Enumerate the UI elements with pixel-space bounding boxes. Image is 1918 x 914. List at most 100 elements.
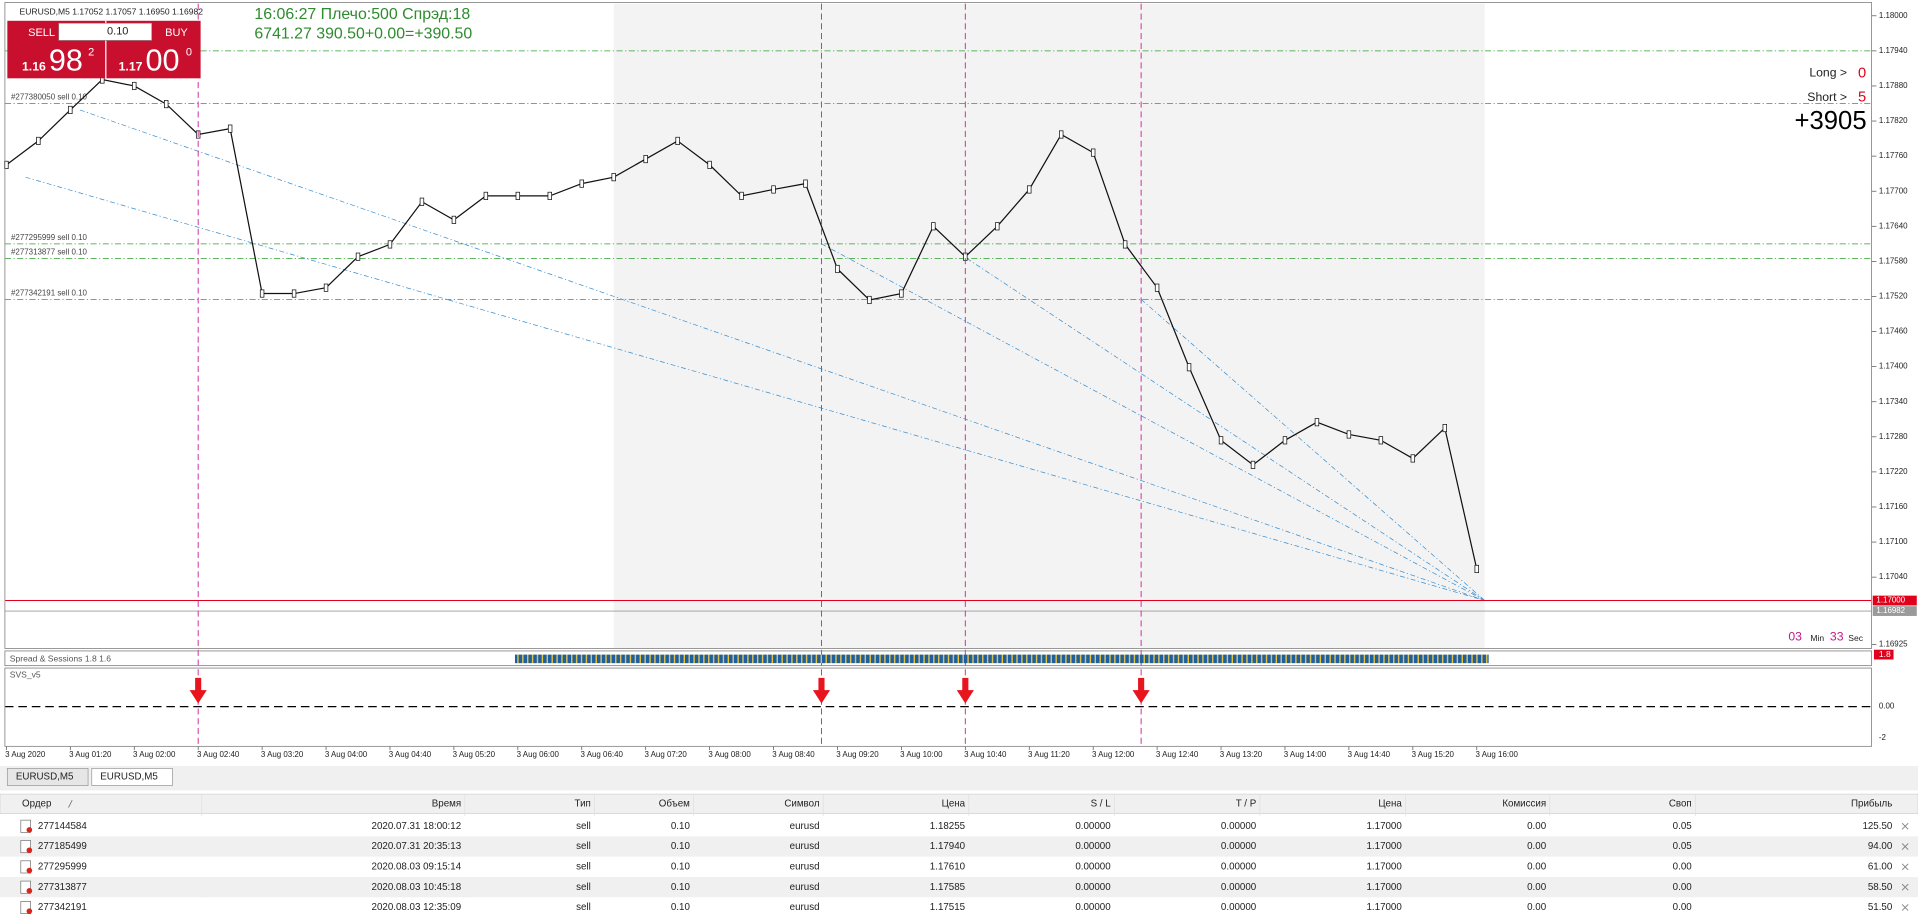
column-header[interactable]: Тип — [575, 798, 591, 809]
table-cell: 0.10 — [671, 841, 691, 852]
column-header[interactable]: Цена — [1378, 798, 1402, 809]
x-tick-label: 3 Aug 04:40 — [389, 750, 432, 759]
column-header[interactable]: T / P — [1236, 798, 1256, 809]
column-header[interactable]: Прибыль — [1851, 798, 1892, 809]
table-cell: 1.17585 — [930, 882, 966, 893]
table-row[interactable] — [0, 877, 1918, 898]
column-header[interactable]: Комиссия — [1502, 798, 1546, 809]
price-bar — [803, 179, 808, 188]
svs-label: SVS_v5 — [10, 670, 41, 680]
x-tick-label: 3 Aug 06:40 — [581, 750, 624, 759]
table-cell: 0.00 — [1673, 902, 1693, 913]
sell-arrow — [189, 677, 207, 704]
table-cell: 125.50 — [1862, 821, 1892, 832]
ask-pips: 00 — [146, 43, 180, 77]
table-cell: 0.00000 — [1221, 902, 1257, 913]
sort-indicator — [68, 800, 73, 808]
table-cell: 0.00 — [1673, 882, 1693, 893]
price-bar — [675, 136, 680, 145]
table-row[interactable] — [0, 897, 1918, 914]
table-cell: 277295999 — [38, 861, 87, 872]
table-cell: 0.00000 — [1221, 882, 1257, 893]
order-icon — [20, 819, 31, 833]
column-header[interactable]: S / L — [1091, 798, 1112, 809]
close-icon — [1901, 883, 1909, 891]
table-row[interactable] — [0, 836, 1918, 857]
column-header[interactable]: Ордер — [22, 798, 52, 809]
buy-button[interactable]: BUY — [165, 27, 188, 39]
x-tick-label: 3 Aug 14:00 — [1284, 750, 1327, 759]
table-cell: sell — [576, 902, 591, 913]
table-cell: 0.10 — [671, 821, 691, 832]
price-bar — [1314, 418, 1320, 427]
price-bar — [483, 191, 489, 200]
order-icon-dot — [26, 888, 33, 894]
ask-frac: 0 — [186, 47, 192, 59]
price-bar — [835, 264, 840, 274]
order-icon-dot — [26, 827, 33, 833]
price-bar — [867, 295, 872, 305]
price-bar — [1154, 283, 1160, 292]
order-label: #277313877 sell 0.10 — [11, 247, 87, 256]
sell-arrow — [1132, 677, 1150, 704]
x-tick-label: 3 Aug 06:00 — [517, 750, 560, 759]
sell-button[interactable]: SELL — [28, 27, 55, 39]
table-cell: 0.00 — [1527, 902, 1547, 913]
x-tick-label: 3 Aug 11:20 — [1028, 750, 1070, 759]
table-cell: 0.00000 — [1221, 861, 1257, 872]
table-cell: 0.05 — [1673, 821, 1693, 832]
close-icon — [1901, 904, 1909, 911]
table-cell: 277185499 — [38, 841, 87, 852]
column-header[interactable]: Символ — [784, 798, 820, 809]
table-cell: 277342191 — [38, 902, 87, 913]
x-tick-label: 3 Aug 2020 — [5, 750, 46, 759]
symbol-info: EURUSD,M5 1.17052 1.17057 1.16950 1.1698… — [20, 7, 204, 17]
lot-input[interactable] — [58, 22, 152, 41]
price-bar — [419, 197, 425, 206]
y-tick-label: 1.17100 — [1879, 537, 1908, 546]
column-header[interactable]: Цена — [942, 798, 966, 809]
timer-min: 03 — [1788, 630, 1802, 644]
price-bar — [132, 81, 137, 90]
table-cell: 51.50 — [1868, 902, 1893, 913]
table-cell: 0.00 — [1527, 841, 1547, 852]
sell-arrow — [956, 677, 974, 704]
price-bar — [355, 252, 361, 261]
svs-frame — [4, 667, 1872, 747]
table-cell: 1.17000 — [1366, 902, 1402, 913]
price-bar — [1378, 436, 1384, 445]
table-cell: 0.10 — [671, 902, 691, 913]
table-cell: 2020.07.31 18:00:12 — [372, 821, 462, 832]
table-cell: eurusd — [790, 861, 820, 872]
price-bar — [643, 155, 648, 164]
y-tick-label: 1.17400 — [1879, 362, 1908, 371]
table-row[interactable] — [0, 816, 1918, 837]
long-count: 0 — [1858, 65, 1866, 81]
tab[interactable] — [6, 768, 89, 786]
spread-label: Spread & Sessions 1.8 1.6 — [10, 654, 111, 664]
session-strip — [514, 654, 1489, 664]
column-header[interactable]: Время — [432, 798, 461, 809]
column-header[interactable]: Объем — [659, 798, 690, 809]
timer-sec-label: Sec — [1848, 633, 1863, 643]
table-row[interactable] — [0, 856, 1918, 878]
table-cell: 0.10 — [671, 882, 691, 893]
order-icon — [20, 860, 31, 874]
price-bar — [547, 191, 552, 200]
order-icon-dot — [26, 847, 33, 854]
table-cell: eurusd — [790, 821, 820, 832]
y-tick-label: 1.17280 — [1879, 432, 1908, 441]
close-icon — [1901, 863, 1909, 871]
y-tick-label: 1.17880 — [1879, 81, 1908, 90]
table-cell: 58.50 — [1868, 882, 1893, 893]
price-level-box — [1872, 595, 1917, 606]
timer-sec: 33 — [1830, 630, 1844, 644]
table-cell: 0.00 — [1527, 882, 1547, 893]
tab-label[interactable]: EURUSD,M5 — [16, 772, 74, 783]
tab[interactable] — [91, 768, 173, 786]
column-header[interactable]: Своп — [1669, 798, 1692, 809]
x-tick-label: 3 Aug 02:00 — [133, 750, 176, 759]
tab-label[interactable]: EURUSD,M5 — [100, 772, 158, 783]
x-tick-label: 3 Aug 07:20 — [644, 750, 687, 759]
lot-value[interactable]: 0.10 — [107, 26, 128, 38]
